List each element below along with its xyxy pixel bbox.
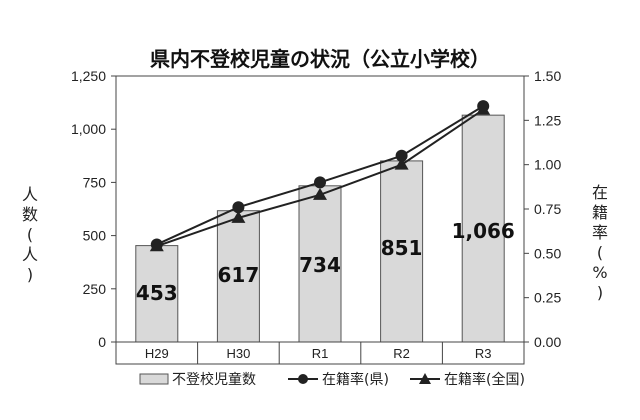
left-y-axis-label-char: 数 <box>22 205 38 224</box>
right-tick-label: 1.00 <box>534 157 561 173</box>
point-triangle <box>313 187 327 200</box>
chart-title: 県内不登校児童の状況（公立小学校） <box>150 47 490 71</box>
category-label: R2 <box>393 346 410 361</box>
point-circle <box>395 149 408 162</box>
left-tick-label: 1,000 <box>71 121 106 137</box>
point-triangle <box>476 102 491 115</box>
bar-data-label: 453 <box>136 281 178 305</box>
right-tick-label: 0.00 <box>534 334 561 350</box>
bar-data-labels: 453 617 734 851 1,066 <box>136 219 515 305</box>
bar-data-label: 851 <box>381 236 423 260</box>
legend-label-line-triangle: 在籍率(全国) <box>444 371 525 388</box>
left-y-axis-label-char: 人 <box>22 185 38 204</box>
bar-data-label: 1,066 <box>452 219 515 243</box>
legend-marker-circle <box>298 374 308 384</box>
left-tick-label: 0 <box>98 334 106 350</box>
point-circle <box>232 201 245 214</box>
category-label: R1 <box>312 346 329 361</box>
legend-label-bar: 不登校児童数 <box>172 371 256 388</box>
left-tick-label: 250 <box>83 281 107 297</box>
left-y-axis-ticks: 0 250 500 750 1,000 1,250 <box>71 68 116 350</box>
point-circle <box>314 176 326 189</box>
point-triangle <box>394 157 409 170</box>
bar <box>298 185 342 343</box>
right-y-axis-label-char: 在 <box>592 183 608 202</box>
left-tick-label: 750 <box>83 174 107 190</box>
left-y-axis-label-char: ) <box>27 265 33 284</box>
right-tick-label: 1.50 <box>534 68 561 84</box>
left-y-axis-label-char: 人 <box>22 245 38 264</box>
legend-label-line-circle: 在籍率(県) <box>322 371 389 388</box>
right-y-axis-label-char: ) <box>597 283 603 302</box>
category-label: R3 <box>475 346 492 361</box>
right-y-axis-label-char: 籍 <box>592 203 608 222</box>
legend-swatch-bar <box>139 373 169 385</box>
right-y-axis-label: 在籍率(%) <box>592 183 608 302</box>
bar-data-label: 734 <box>299 253 341 277</box>
point-triangle <box>231 210 246 223</box>
category-axis: H29 H30 R1 R2 R3 <box>115 341 525 365</box>
legend: 不登校児童数 在籍率(県) 在籍率(全国) <box>139 371 525 388</box>
category-label: H30 <box>226 346 250 361</box>
left-y-axis-label-char: ( <box>27 225 33 244</box>
left-tick-label: 500 <box>83 228 107 244</box>
right-y-axis-ticks: 0.00 0.25 0.50 0.75 1.00 1.25 1.50 <box>524 68 561 350</box>
left-tick-label: 1,250 <box>71 68 106 84</box>
right-tick-label: 0.25 <box>534 290 561 306</box>
right-y-axis-label-char: % <box>592 263 607 282</box>
right-tick-label: 1.25 <box>534 112 561 128</box>
bar <box>135 245 179 343</box>
right-tick-label: 0.75 <box>534 201 561 217</box>
left-y-axis-label: 人数(人) <box>22 185 38 284</box>
bar-data-label: 617 <box>218 263 260 287</box>
right-y-axis-label-char: ( <box>597 243 603 262</box>
legend-marker-triangle <box>419 373 431 384</box>
category-label: H29 <box>145 346 169 361</box>
right-tick-label: 0.50 <box>534 245 561 261</box>
bar <box>461 114 505 343</box>
lines <box>149 100 491 252</box>
point-triangle <box>149 239 164 252</box>
category-axis-band <box>115 341 525 365</box>
right-y-axis-label-char: 率 <box>592 223 608 242</box>
bar <box>380 160 424 343</box>
